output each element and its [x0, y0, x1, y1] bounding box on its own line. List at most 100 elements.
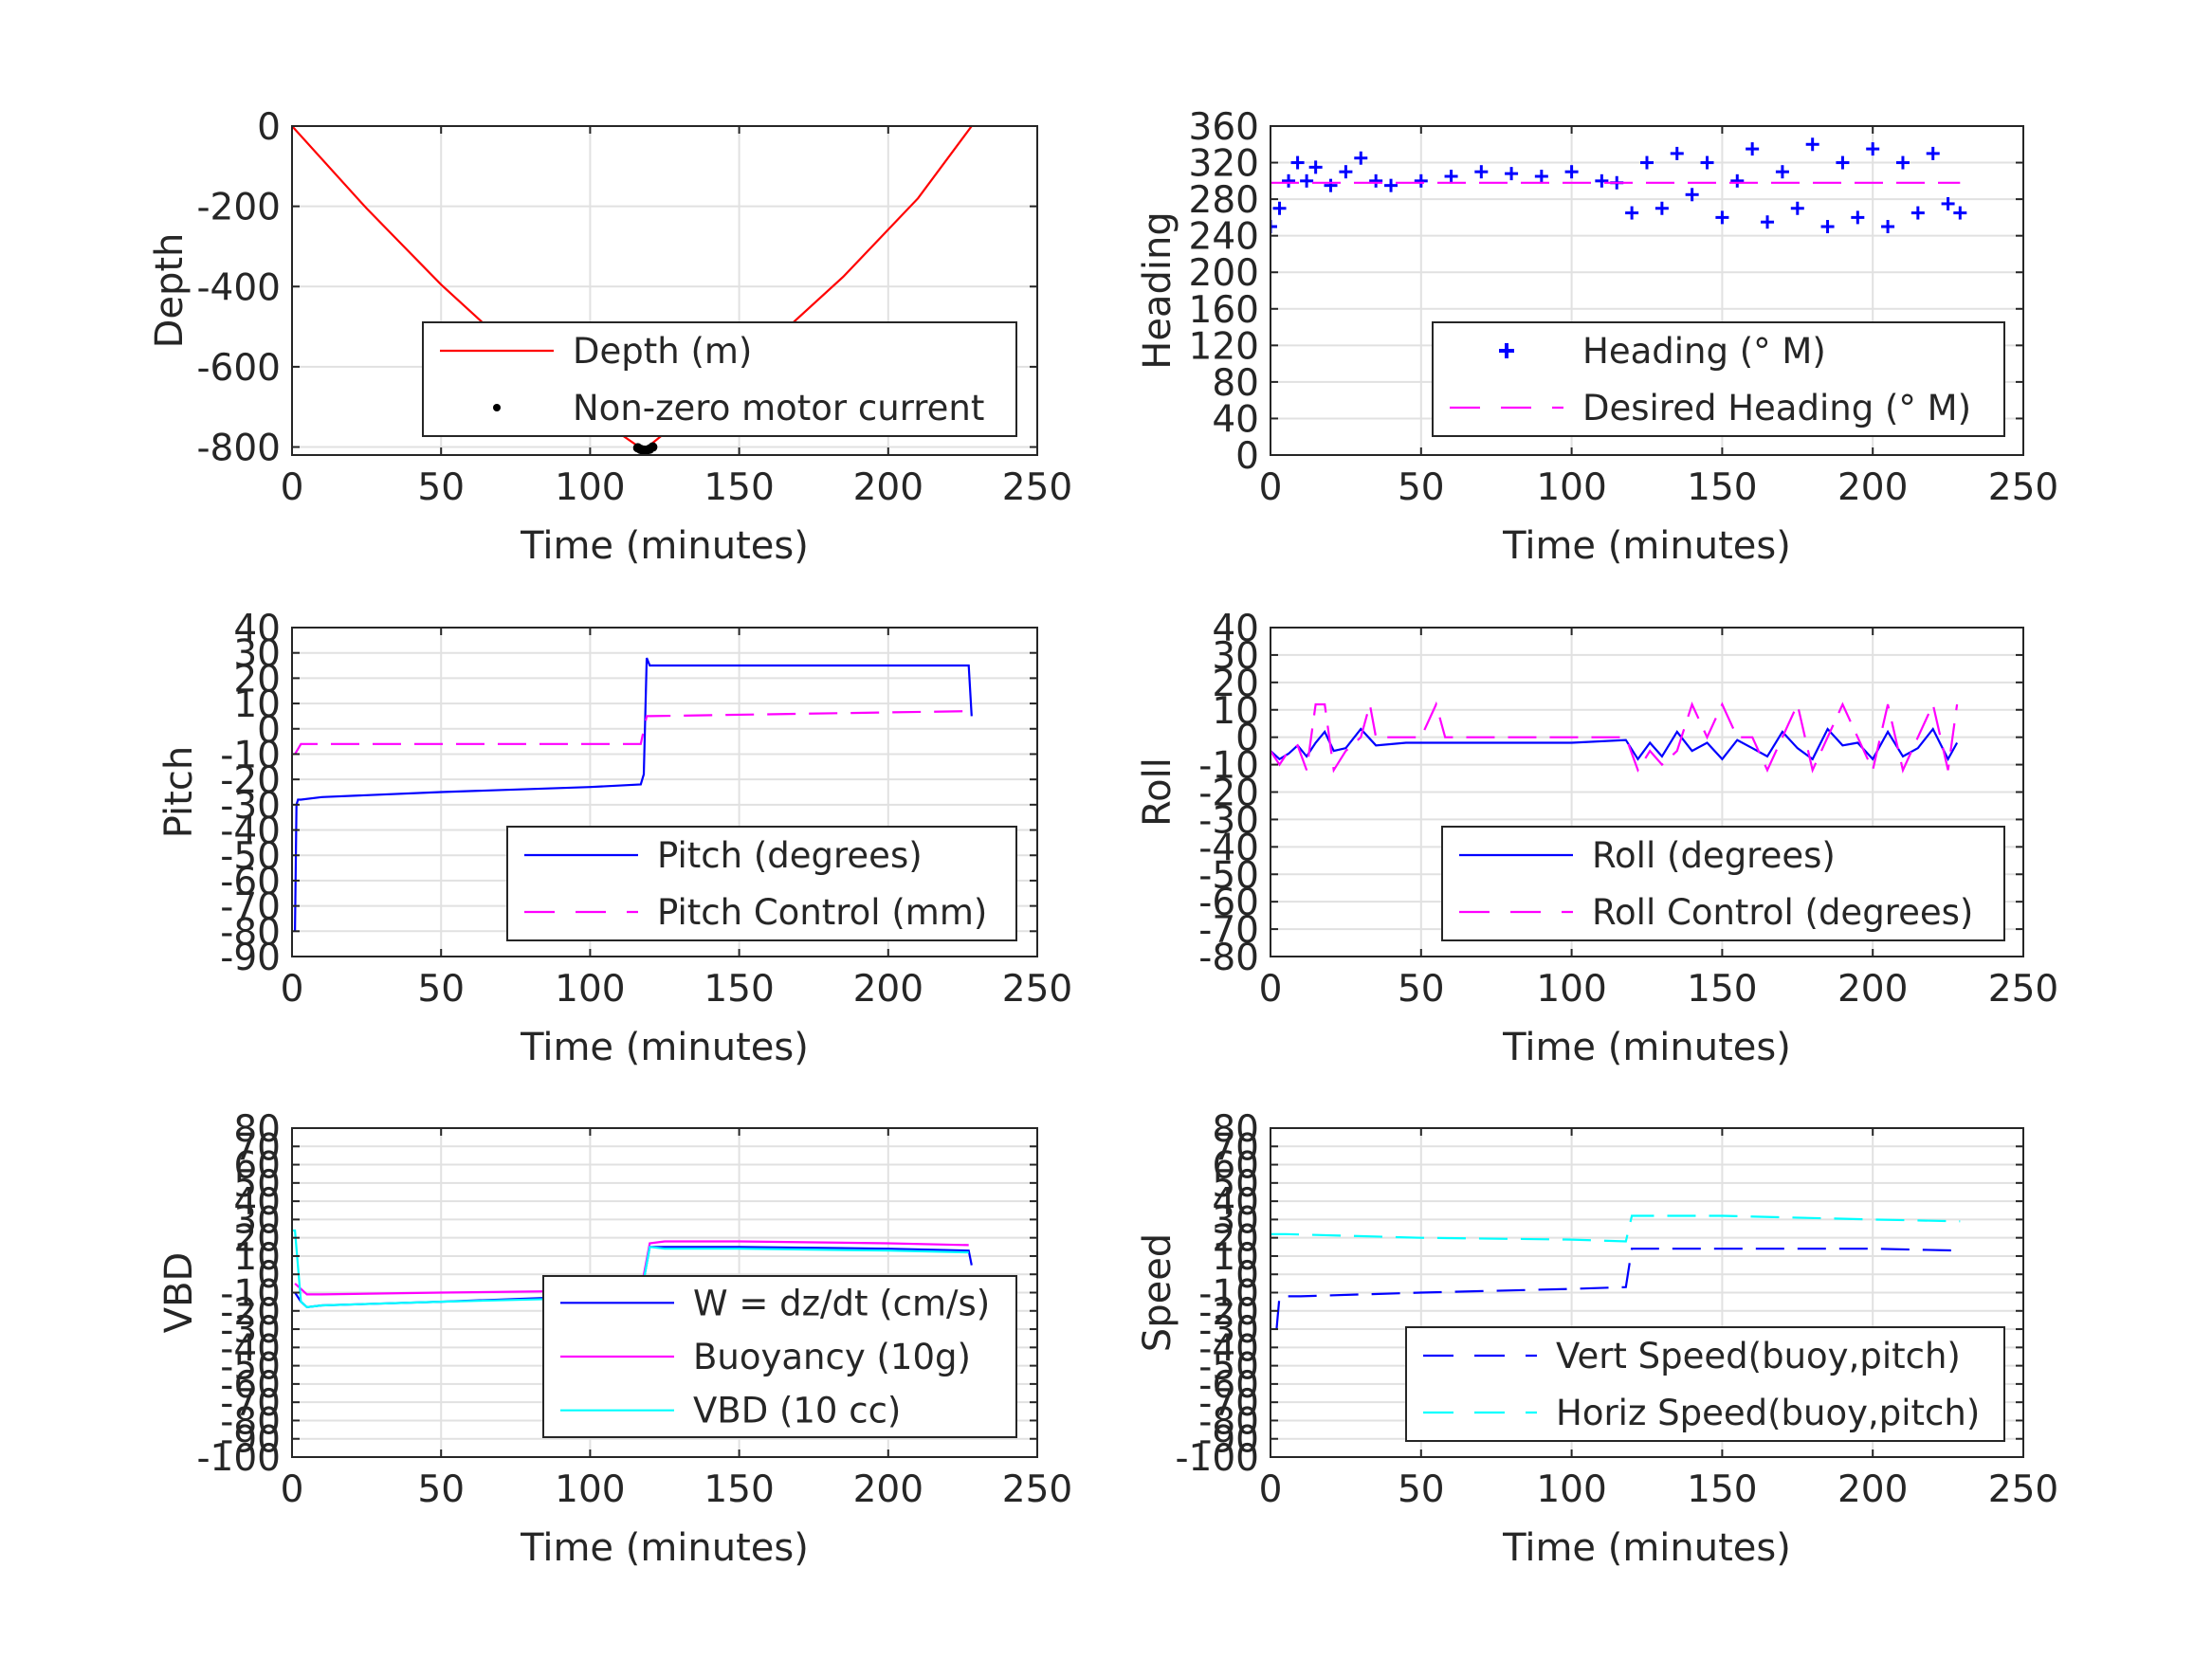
- legend-entry-label: Roll (degrees): [1592, 835, 1836, 876]
- y-tick-label: -20: [220, 1291, 281, 1334]
- y-tick-label: -40: [1198, 827, 1259, 869]
- heading-series-0-point: [1354, 151, 1368, 165]
- vbd-legend: W = dz/dt (cm/s) Buoyancy (10g) VBD (10 cc…: [542, 1275, 1017, 1438]
- pitch-series-0-line: [294, 657, 973, 932]
- heading-series-0-point: [1730, 173, 1745, 188]
- y-tick-label: -10: [220, 734, 281, 776]
- x-tick-label: 50: [417, 466, 465, 509]
- depth-legend: Depth (m) Non-zero motor current: [422, 321, 1017, 437]
- y-tick-label: -80: [1198, 1400, 1259, 1443]
- speed-series-0-line: [1275, 1248, 1961, 1330]
- legend-entry-label: VBD (10 cc): [693, 1391, 901, 1431]
- y-tick-label: -70: [1198, 1382, 1259, 1425]
- x-tick-label: 0: [1259, 466, 1283, 509]
- x-tick-label: 200: [853, 968, 923, 1011]
- heading-series-0-point: [1715, 210, 1729, 225]
- x-tick-label: 200: [1837, 1468, 1908, 1511]
- pitch-chart: 0 50 100 150 200 250403020100-10-20-30-40-50-…: [157, 608, 1072, 1069]
- heading-series-0-point: [1290, 155, 1305, 170]
- heading-legend: Heading (° M) Desired Heading (° M): [1432, 321, 2005, 437]
- heading-series-0-point: [1640, 155, 1654, 170]
- speed-series-1-line: [1271, 1214, 1961, 1243]
- y-tick-label: -10: [1198, 1273, 1259, 1316]
- heading-series-0-point: [1272, 201, 1287, 215]
- vbd-x-axis-label: Time (minutes): [520, 1526, 809, 1570]
- heading-series-0-point: [1474, 165, 1489, 179]
- y-tick-label: 240: [1189, 216, 1259, 259]
- vbd-chart: 0 50 100 150 200 25080706050403020100-10-20-3…: [157, 1108, 1072, 1570]
- heading-series-0-point: [1384, 178, 1398, 192]
- pitch-legend: Pitch (degrees) Pitch Control (mm): [506, 826, 1017, 941]
- y-tick-label: -60: [1198, 1364, 1259, 1407]
- y-tick-label: -50: [1198, 1346, 1259, 1389]
- x-tick-label: 150: [1687, 1468, 1757, 1511]
- y-tick-label: -20: [1198, 773, 1259, 815]
- y-tick-label: 0: [257, 709, 281, 752]
- y-tick-label: 20: [233, 658, 281, 701]
- heading-series-0-point: [1685, 188, 1699, 202]
- heading-series-0-point: [1910, 206, 1925, 220]
- x-tick-label: 50: [417, 968, 465, 1011]
- x-tick-label: 150: [704, 968, 774, 1011]
- y-tick-label: -30: [220, 785, 281, 828]
- heading-series-0-point: [1670, 146, 1684, 160]
- y-tick-label: 30: [1212, 635, 1259, 678]
- x-tick-label: 100: [1536, 466, 1606, 509]
- y-tick-label: -80: [220, 1400, 281, 1443]
- y-tick-label: 30: [233, 633, 281, 676]
- roll-series-1-line: [1271, 701, 1959, 774]
- heading-series-0-point: [1953, 206, 1967, 220]
- y-tick-label: 360: [1189, 106, 1259, 149]
- y-tick-label: 40: [1212, 608, 1259, 650]
- heading-series-0-point: [1444, 170, 1458, 184]
- y-tick-label: -400: [196, 266, 281, 309]
- heading-axes-box: [1270, 125, 2024, 456]
- legend-entry-label: Non-zero motor current: [573, 388, 984, 428]
- y-tick-label: -800: [196, 428, 281, 470]
- y-tick-label: 80: [233, 1108, 281, 1151]
- y-tick-label: -70: [220, 1382, 281, 1425]
- x-tick-label: 200: [853, 466, 923, 509]
- y-tick-label: 280: [1189, 179, 1259, 222]
- legend-entry-label: Pitch (degrees): [657, 835, 923, 876]
- legend-swatch: [493, 404, 501, 411]
- y-tick-label: -100: [196, 1437, 281, 1480]
- heading-series-0-point: [1895, 155, 1910, 170]
- x-tick-label: 250: [1002, 466, 1072, 509]
- heading-series-0-point: [1339, 165, 1353, 179]
- y-tick-label: 60: [233, 1145, 281, 1188]
- depth-axes-box: [291, 125, 1038, 456]
- y-tick-label: 0: [257, 106, 281, 149]
- heading-series-0-point: [1836, 155, 1850, 170]
- heading-series-0-point: [1595, 173, 1609, 188]
- heading-series-0-point: [1282, 173, 1296, 188]
- heading-series-0-point: [1625, 206, 1639, 220]
- roll-chart: 0 50 100 150 200 250403020100-10-20-30-40-50-…: [1136, 608, 2058, 1069]
- x-tick-label: 250: [1988, 968, 2058, 1011]
- y-tick-label: -40: [220, 811, 281, 853]
- y-tick-label: -600: [196, 347, 281, 390]
- y-tick-label: -10: [1198, 745, 1259, 788]
- x-tick-label: 0: [281, 466, 304, 509]
- y-tick-label: 40: [233, 1181, 281, 1224]
- y-tick-label: 0: [257, 1254, 281, 1297]
- x-tick-label: 100: [555, 1468, 625, 1511]
- x-tick-label: 150: [704, 1468, 774, 1511]
- y-tick-label: -100: [1175, 1437, 1259, 1480]
- y-tick-label: 20: [233, 1218, 281, 1261]
- y-tick-label: 10: [1212, 690, 1259, 733]
- heading-series-0-point: [1534, 170, 1548, 184]
- depth-y-axis-label: Depth: [148, 233, 192, 349]
- heading-series-0-point: [1700, 155, 1714, 170]
- y-tick-label: 0: [1235, 718, 1259, 760]
- y-tick-label: -30: [1198, 1309, 1259, 1352]
- y-tick-label: -20: [1198, 1291, 1259, 1334]
- x-tick-label: 100: [1536, 1468, 1606, 1511]
- y-tick-label: 80: [1212, 1108, 1259, 1151]
- y-tick-label: -70: [220, 886, 281, 929]
- heading-series-0-point: [1308, 160, 1323, 174]
- pitch-series-1-line: [294, 710, 972, 756]
- x-tick-label: 0: [1259, 968, 1283, 1011]
- x-tick-label: 200: [1837, 968, 1908, 1011]
